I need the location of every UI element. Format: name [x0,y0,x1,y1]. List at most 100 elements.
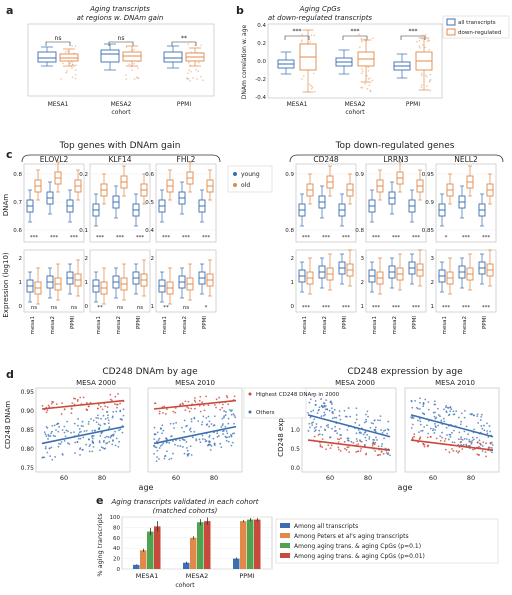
panel-b-legend-0: all transcripts [458,20,496,26]
scatter-point-highest [55,403,58,406]
scatter-point-others [201,421,204,423]
scatter-point-others [331,417,334,420]
scatter-point-others [61,453,64,456]
gene-bottom-sig: ns [117,305,123,311]
gene-cohort-label: PPMI [342,316,348,329]
scatter-point-highest [485,442,487,445]
panel-a-jitter-point [189,80,191,82]
scatter-point-others [347,407,350,409]
scatter-point-others [222,433,225,435]
panel-b-jitter-point [367,66,370,68]
gene-bottom-ytick: 2 [431,280,435,286]
scatter-point-others [380,429,383,431]
gene-top-ytick: 0.8 [285,228,294,234]
panel-b-title-line2: at down-regulated transcripts [268,14,373,22]
panel-d-scatterplots: 0.950.900.850.800.75608060802.01.51.00.5… [21,387,500,482]
scatter-point-highest [379,453,382,456]
scatter-point-others [470,442,473,445]
panel-a-jitter-point [187,72,189,75]
scatter-point-highest [448,451,451,454]
scatter-point-others [179,445,182,447]
scatter-point-others [107,414,109,417]
scatter-point-others [473,438,475,441]
scatter-point-highest [165,408,168,411]
scatter-point-others [157,439,160,441]
panel-a-jitter-point [124,74,127,76]
scatter-point-others [156,449,159,452]
scatter-point-others [107,436,110,438]
scatter-point-others [486,430,488,432]
scatter-point-others [437,424,439,427]
scatter-point-highest [198,399,201,402]
scatter-point-others [228,436,231,438]
scatter-point-others [472,414,475,417]
gene-top-ytick: 0.9 [285,172,294,178]
gene-bottom-sig: *** [442,305,451,311]
scatter-point-others [453,429,455,432]
gene-top-sig: *** [392,235,401,241]
bar-legend-label-1: Among Peters et al's aging transcripts [294,533,409,540]
scatter-point-highest [227,403,230,406]
bar-ytick: 40 [113,546,120,552]
scatter-point-others [172,422,175,425]
panel-a-xtick-0: MESA1 [48,101,69,108]
scatter-point-highest [321,446,324,448]
scatter-point-others [433,432,436,434]
scatter-point-others [445,406,447,409]
scatter-point-others [224,435,227,438]
gene-top-frame [23,163,85,243]
scatter-point-highest [478,445,480,448]
scatter-point-others [186,454,189,457]
scatter-point-others [443,408,445,411]
scatter-point-others [186,424,188,427]
scatter-point-others [459,423,462,426]
scatter-xtick: 80 [364,474,372,482]
scatter-point-highest [319,445,322,448]
scatter-point-others [118,440,121,443]
scatter-point-others [77,433,80,436]
scatter-point-others [434,403,437,406]
scatter-point-highest [355,451,358,453]
scatter-point-others [109,436,112,439]
gene-top-ytick: 0.8 [13,172,22,178]
scatter-point-others [107,419,110,422]
scatter-point-others [323,428,326,431]
scatter-point-others [366,433,369,436]
scatter-point-others [219,442,222,445]
scatter-point-highest [371,442,374,445]
scatter-point-others [205,424,208,426]
scatter-point-highest [319,444,322,447]
scatter-point-others [364,436,367,439]
scatter-point-others [449,433,452,436]
scatter-point-others [213,424,216,426]
scatter-point-others [321,433,324,436]
scatter-point-highest [452,449,455,452]
scatter-point-others [47,433,50,436]
scatter-point-others [52,434,55,437]
scatter-point-others [159,445,162,447]
panel-d-letter: d [6,368,14,381]
scatter-point-highest [444,437,447,440]
scatter-point-highest [374,441,377,444]
bar-legend-frame [275,518,499,564]
scatter-point-others [193,417,196,420]
scatter-point-highest [458,438,460,441]
scatter-point-others [453,441,456,444]
scatter-point-highest [190,407,193,410]
gene-bottom-ytick: 1 [85,280,89,286]
scatter-point-highest [174,411,177,414]
scatter-point-others [233,432,236,435]
scatter-point-others [200,423,203,426]
scatter-point-others [327,423,330,426]
scatter-point-others [48,447,51,450]
scatter-point-highest [382,452,385,455]
scatter-point-others [332,412,334,415]
scatter-point-others [199,441,202,444]
scatter-point-others [79,448,81,451]
scatter-point-others [367,415,369,418]
scatter-point-others [308,422,311,425]
scatter-point-others [225,430,228,432]
scatter-point-others [218,434,220,437]
scatter-point-highest [202,404,205,407]
